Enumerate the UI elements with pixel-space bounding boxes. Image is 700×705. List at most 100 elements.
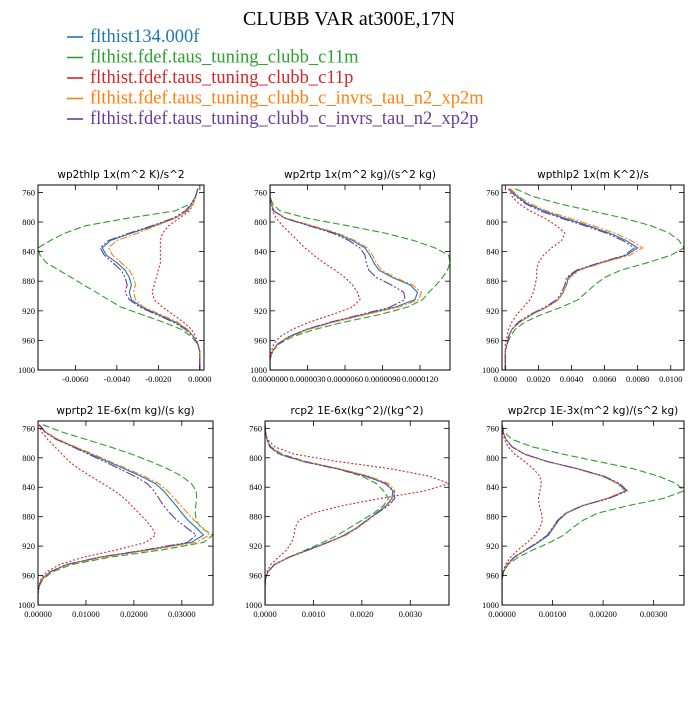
x-tick-label: 0.0000120: [402, 374, 438, 384]
y-tick-label: 1000: [482, 365, 499, 375]
y-tick-label: 760: [486, 423, 499, 433]
y-tick-label: 920: [254, 306, 267, 316]
y-tick-label: 840: [22, 247, 35, 257]
y-tick-label: 960: [249, 571, 262, 581]
legend-label: flthist.fdef.taus_tuning_clubb_c11m: [90, 48, 359, 68]
y-tick-label: 840: [22, 482, 35, 492]
y-tick-label: 960: [254, 335, 267, 345]
series-line: [504, 188, 636, 370]
y-tick-label: 1000: [18, 600, 35, 610]
y-tick-label: 760: [22, 423, 35, 433]
series-line: [38, 424, 198, 605]
series-line: [504, 188, 684, 370]
x-tick-label: 0.0000090: [364, 374, 400, 384]
plot-frame: [501, 184, 685, 371]
series-line: [265, 424, 394, 605]
series-line: [502, 424, 684, 605]
y-tick-label: 960: [486, 571, 499, 581]
chart-panel: wpthlp2 1x(m K^2)/s 760 800 840 880 920 960 100…: [482, 169, 685, 384]
panel-title: wp2rcp 1E-3x(m^2 kg)/(s^2 kg): [508, 405, 679, 417]
panel-title: wp2thlp 1x(m^2 K)/s^2: [57, 169, 184, 181]
series-line: [265, 424, 390, 605]
series-line: [38, 188, 201, 370]
y-tick-label: 1000: [250, 365, 267, 375]
panel-title: wprtp2 1E-6x(m kg)/(s kg): [56, 405, 194, 417]
y-tick-label: 920: [486, 306, 499, 316]
x-tick-label: 0.0000030: [289, 374, 325, 384]
series-line: [99, 188, 201, 370]
y-tick-label: 960: [486, 335, 499, 345]
panel-title: rcp2 1E-6x(kg^2)/(kg^2): [291, 405, 424, 417]
series-line: [101, 188, 201, 370]
series-line: [270, 188, 422, 370]
plot-frame: [264, 420, 450, 606]
y-tick-label: 920: [22, 306, 35, 316]
plot-frame: [37, 184, 205, 371]
series-line: [502, 424, 543, 605]
chart-panel: wp2rcp 1E-3x(m^2 kg)/(s^2 kg) 760 800 840 88…: [482, 405, 685, 619]
chart-panel: rcp2 1E-6x(kg^2)/(kg^2) 760 800 840 880 920 96…: [245, 405, 450, 619]
legend-label: flthist134.000f: [90, 27, 200, 47]
y-tick-label: 880: [486, 512, 499, 522]
y-tick-label: 1000: [18, 365, 35, 375]
series-line: [38, 424, 213, 605]
panel-title: wp2rtp 1x(m^2 kg)/(s^2 kg): [284, 169, 436, 181]
legend-label: flthist.fdef.taus_tuning_clubb_c11p: [90, 68, 353, 88]
y-tick-label: 880: [249, 512, 262, 522]
y-tick-label: 840: [254, 247, 267, 257]
plot-frame: [501, 420, 685, 606]
x-tick-label: 0.00300: [640, 609, 668, 619]
y-tick-label: 760: [22, 187, 35, 197]
x-tick-label: 0.0010: [302, 609, 325, 619]
y-tick-label: 840: [249, 482, 262, 492]
series-line: [270, 188, 450, 370]
series-line: [265, 424, 396, 605]
y-tick-label: 920: [22, 541, 35, 551]
y-tick-label: 760: [254, 187, 267, 197]
series-line: [270, 188, 406, 370]
chart-panel: wp2thlp 1x(m^2 K)/s^2 760 800 840 880 920 960 1…: [18, 169, 212, 384]
x-tick-label: 0.0000: [188, 374, 211, 384]
x-tick-label: -0.0060: [62, 374, 88, 384]
y-tick-label: 800: [486, 453, 499, 463]
x-tick-label: 0.0020: [527, 374, 550, 384]
series-line: [270, 188, 361, 370]
x-tick-label: 0.0100: [659, 374, 682, 384]
y-tick-label: 840: [486, 482, 499, 492]
y-tick-label: 800: [254, 217, 267, 227]
chart-panel: wprtp2 1E-6x(m kg)/(s kg) 760 800 840 880 920…: [18, 405, 214, 619]
panel-grid: wp2thlp 1x(m^2 K)/s^2 760 800 840 880 920 960 1…: [18, 169, 685, 619]
y-tick-label: 960: [22, 335, 35, 345]
legend: flthist134.000fflthist.fdef.taus_tuning_…: [67, 27, 484, 129]
x-tick-label: 0.00100: [539, 609, 567, 619]
x-tick-label: 0.02000: [120, 609, 148, 619]
series-line: [504, 188, 644, 370]
series-line: [107, 188, 201, 370]
figure-title: CLUBB VAR at300E,17N: [243, 8, 455, 30]
y-tick-label: 920: [486, 541, 499, 551]
y-tick-label: 880: [22, 512, 35, 522]
y-tick-label: 880: [254, 276, 267, 286]
y-tick-label: 880: [486, 276, 499, 286]
plot-frame: [37, 420, 214, 606]
series-line: [504, 188, 566, 370]
y-tick-label: 1000: [482, 600, 499, 610]
y-tick-label: 800: [22, 453, 35, 463]
y-tick-label: 800: [249, 453, 262, 463]
x-tick-label: -0.0040: [104, 374, 130, 384]
series-line: [265, 424, 449, 605]
x-tick-label: 0.0080: [626, 374, 649, 384]
y-tick-label: 880: [22, 276, 35, 286]
series-line: [38, 424, 157, 605]
x-tick-label: 0.0060: [593, 374, 616, 384]
x-tick-label: 0.0000: [253, 609, 276, 619]
x-tick-label: 0.0030: [399, 609, 422, 619]
x-tick-label: 0.0020: [350, 609, 373, 619]
y-tick-label: 920: [249, 541, 262, 551]
x-tick-label: 0.00000: [24, 609, 52, 619]
series-line: [504, 188, 639, 370]
x-tick-label: 0.0000: [494, 374, 517, 384]
y-tick-label: 1000: [245, 600, 262, 610]
